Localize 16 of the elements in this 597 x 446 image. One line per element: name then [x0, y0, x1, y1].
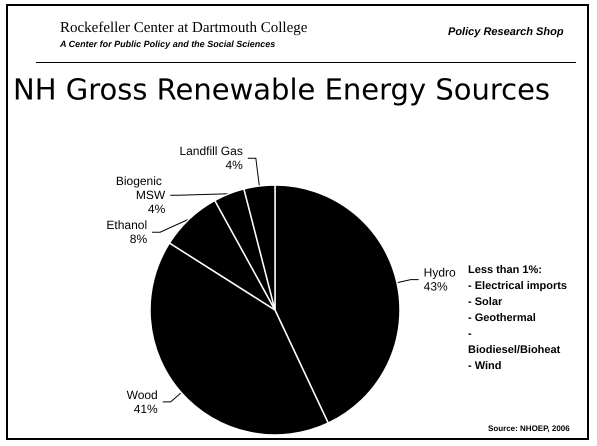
slice-label: Hydro: [424, 266, 456, 280]
slice-label: Wood: [126, 388, 158, 402]
slice-label: Ethanol: [106, 218, 148, 232]
text: Rockefeller Center at Dartmouth College: [60, 20, 308, 37]
source-note: Source: NHOEP, 2006: [488, 424, 570, 433]
data-label: 41%: [134, 402, 158, 416]
chart-title: NH Gross Renewable Energy Sources: [13, 72, 550, 106]
text: Less than 1%: - Electrical imports - Solar - Geothermal - Biodiesel/Bioheat - Wind: [468, 263, 568, 374]
text: A Center for Public Policy and the Social Sciences: [60, 39, 276, 49]
slice-label: Biogenic MSW: [116, 174, 166, 202]
data-label: 8%: [130, 232, 148, 246]
text: Policy Research Shop: [448, 26, 564, 38]
data-label: 4%: [225, 158, 244, 172]
data-label: 4%: [148, 202, 166, 216]
slice-label: Landfill Gas: [179, 144, 243, 158]
data-label: 43%: [424, 280, 448, 294]
